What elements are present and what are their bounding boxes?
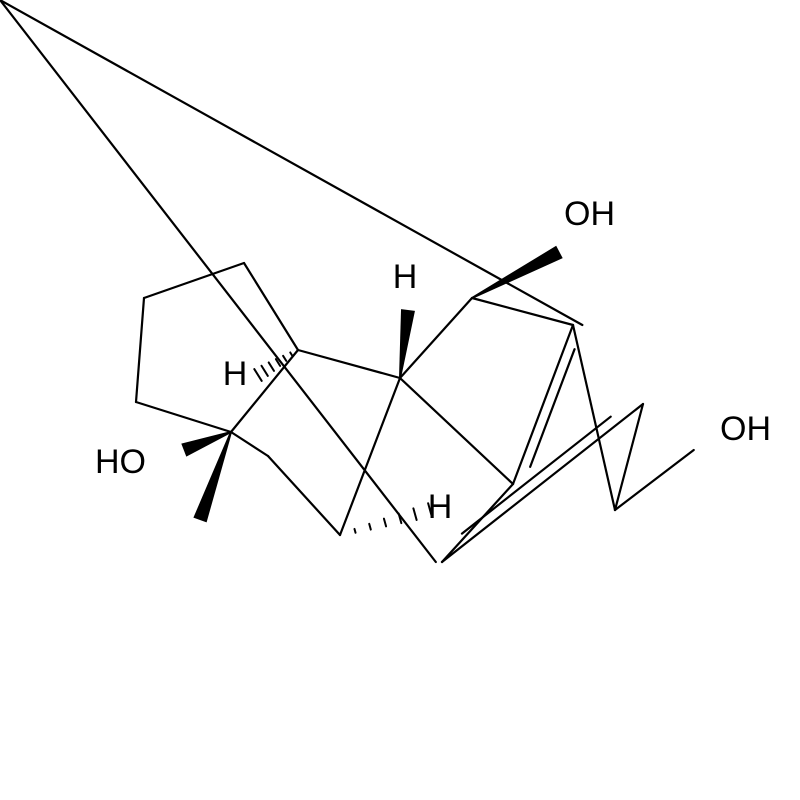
svg-text:OH: OH xyxy=(564,195,615,233)
svg-text:OH: OH xyxy=(720,410,771,448)
svg-text:H: H xyxy=(393,258,418,296)
molecule-diagram: OH OH HO H H H xyxy=(0,0,800,800)
svg-text:H: H xyxy=(428,488,453,526)
svg-text:HO: HO xyxy=(95,443,146,481)
svg-text:H: H xyxy=(223,355,248,393)
